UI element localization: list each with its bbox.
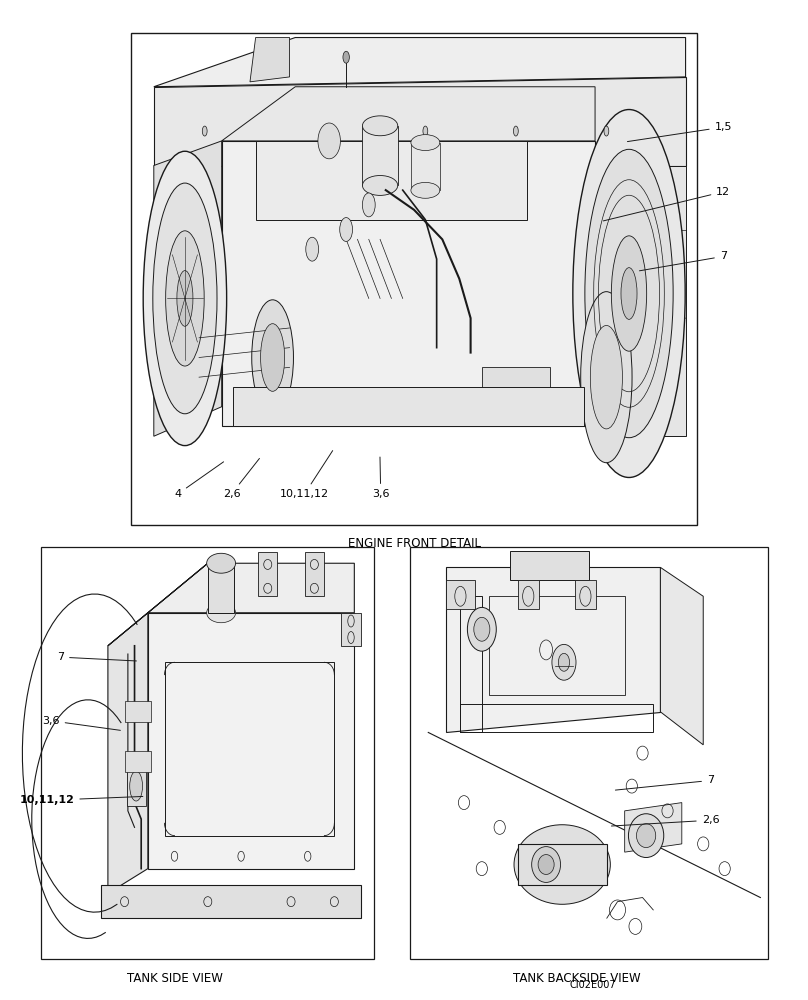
Ellipse shape	[130, 771, 142, 801]
Ellipse shape	[513, 126, 518, 136]
Bar	[363, 126, 398, 185]
Ellipse shape	[362, 193, 375, 217]
Text: 10,11,12: 10,11,12	[280, 451, 333, 499]
Text: 3,6: 3,6	[42, 716, 120, 730]
Ellipse shape	[363, 116, 398, 136]
Ellipse shape	[467, 607, 496, 651]
Polygon shape	[108, 613, 148, 893]
Bar	[411, 143, 440, 190]
Ellipse shape	[538, 855, 554, 874]
Ellipse shape	[612, 236, 646, 351]
Ellipse shape	[411, 135, 440, 151]
Bar	[124, 701, 151, 722]
Bar	[127, 768, 145, 806]
Polygon shape	[625, 803, 682, 852]
Ellipse shape	[202, 126, 207, 136]
Ellipse shape	[153, 183, 217, 414]
Polygon shape	[101, 885, 361, 918]
Text: 12: 12	[604, 187, 730, 221]
Ellipse shape	[411, 182, 440, 198]
Polygon shape	[154, 141, 221, 436]
Text: 7: 7	[57, 652, 137, 662]
Text: TANK SIDE VIEW: TANK SIDE VIEW	[128, 972, 223, 985]
Ellipse shape	[558, 653, 570, 671]
Polygon shape	[660, 567, 703, 745]
Text: 2,6: 2,6	[612, 815, 719, 826]
Text: TANK BACKSIDE VIEW: TANK BACKSIDE VIEW	[513, 972, 640, 985]
Ellipse shape	[343, 51, 349, 63]
Polygon shape	[482, 367, 549, 426]
Polygon shape	[574, 580, 596, 609]
Ellipse shape	[552, 644, 576, 680]
Text: 1,5: 1,5	[628, 122, 732, 142]
Ellipse shape	[581, 292, 632, 463]
Bar	[410, 547, 768, 959]
Text: 2,6: 2,6	[223, 458, 259, 499]
Polygon shape	[208, 563, 234, 613]
Text: CI02E007: CI02E007	[570, 980, 616, 990]
Ellipse shape	[177, 271, 193, 326]
Text: 4: 4	[175, 462, 224, 499]
Polygon shape	[341, 613, 361, 646]
Text: 10,11,12: 10,11,12	[19, 795, 143, 805]
Polygon shape	[518, 580, 539, 609]
Ellipse shape	[207, 603, 236, 623]
Ellipse shape	[473, 617, 490, 641]
Ellipse shape	[532, 847, 561, 882]
Bar	[124, 751, 151, 772]
Text: ENGINE FRONT DETAIL: ENGINE FRONT DETAIL	[348, 537, 481, 550]
Ellipse shape	[318, 123, 340, 159]
Text: 3,6: 3,6	[372, 457, 389, 499]
Ellipse shape	[573, 110, 685, 477]
Polygon shape	[595, 166, 685, 436]
Ellipse shape	[207, 553, 236, 573]
Polygon shape	[446, 580, 474, 609]
Polygon shape	[221, 141, 595, 426]
Ellipse shape	[629, 814, 663, 858]
Ellipse shape	[252, 300, 293, 415]
Polygon shape	[250, 38, 289, 82]
Ellipse shape	[604, 126, 608, 136]
Text: 7: 7	[616, 775, 714, 790]
Ellipse shape	[423, 126, 427, 136]
Ellipse shape	[166, 231, 204, 366]
Ellipse shape	[637, 824, 656, 848]
Bar	[255, 141, 527, 220]
Bar	[131, 33, 696, 525]
Polygon shape	[148, 563, 355, 613]
Polygon shape	[518, 844, 607, 885]
Ellipse shape	[591, 325, 622, 429]
Bar	[305, 552, 324, 596]
Ellipse shape	[305, 237, 318, 261]
Polygon shape	[154, 77, 685, 166]
Ellipse shape	[585, 149, 673, 438]
Ellipse shape	[514, 825, 610, 904]
Polygon shape	[233, 387, 583, 426]
Ellipse shape	[621, 268, 637, 319]
Ellipse shape	[326, 126, 331, 136]
Polygon shape	[108, 563, 208, 646]
Ellipse shape	[143, 151, 226, 446]
Ellipse shape	[339, 218, 352, 241]
Ellipse shape	[260, 324, 284, 391]
Polygon shape	[446, 567, 660, 732]
Bar	[258, 552, 277, 596]
Polygon shape	[148, 613, 355, 869]
Polygon shape	[221, 87, 595, 141]
Bar	[41, 547, 374, 959]
Ellipse shape	[363, 176, 398, 195]
Polygon shape	[511, 551, 589, 580]
Polygon shape	[154, 38, 685, 87]
Text: 7: 7	[639, 251, 727, 271]
